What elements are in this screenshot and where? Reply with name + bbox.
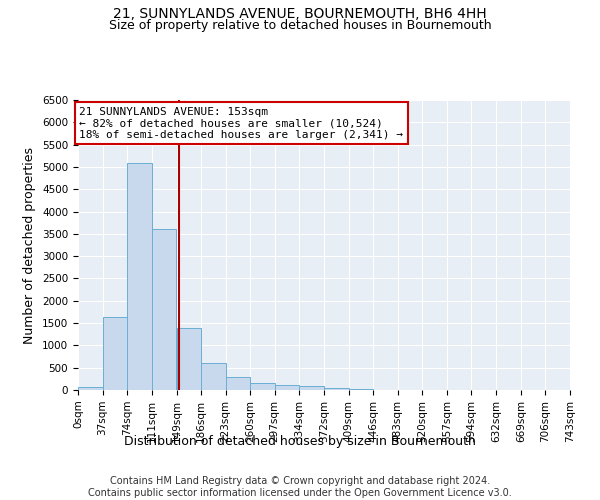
Bar bbox=[349, 388, 373, 390]
Bar bbox=[78, 388, 103, 390]
Bar bbox=[275, 384, 299, 390]
Bar bbox=[127, 164, 152, 390]
Text: Contains HM Land Registry data © Crown copyright and database right 2024.
Contai: Contains HM Land Registry data © Crown c… bbox=[88, 476, 512, 498]
Bar bbox=[226, 376, 250, 390]
Y-axis label: Number of detached properties: Number of detached properties bbox=[23, 146, 37, 344]
Bar bbox=[250, 384, 275, 390]
Text: 21 SUNNYLANDS AVENUE: 153sqm
← 82% of detached houses are smaller (10,524)
18% o: 21 SUNNYLANDS AVENUE: 153sqm ← 82% of de… bbox=[79, 106, 403, 140]
Bar bbox=[176, 328, 201, 390]
Text: Distribution of detached houses by size in Bournemouth: Distribution of detached houses by size … bbox=[124, 435, 476, 448]
Text: 21, SUNNYLANDS AVENUE, BOURNEMOUTH, BH6 4HH: 21, SUNNYLANDS AVENUE, BOURNEMOUTH, BH6 … bbox=[113, 8, 487, 22]
Bar bbox=[299, 386, 323, 390]
Bar bbox=[325, 388, 349, 390]
Bar bbox=[201, 363, 226, 390]
Bar bbox=[103, 317, 127, 390]
Text: Size of property relative to detached houses in Bournemouth: Size of property relative to detached ho… bbox=[109, 18, 491, 32]
Bar bbox=[152, 230, 176, 390]
